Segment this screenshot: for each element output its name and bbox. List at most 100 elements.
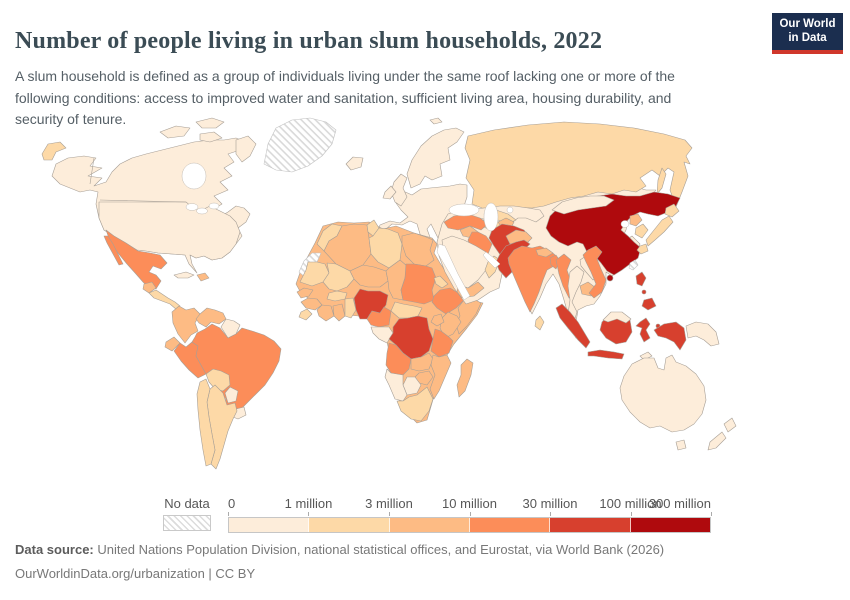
country-iceland[interactable] bbox=[345, 156, 364, 171]
country-indonesia-sumatra[interactable] bbox=[555, 303, 591, 349]
country-ivory-coast[interactable] bbox=[316, 304, 335, 322]
country-new-zealand-south[interactable] bbox=[707, 431, 727, 451]
country-uganda[interactable] bbox=[430, 313, 445, 327]
country-central-african-republic[interactable] bbox=[390, 301, 423, 319]
country-canada-island[interactable] bbox=[199, 131, 223, 143]
country-russia-sakhalin[interactable] bbox=[656, 167, 667, 195]
country-sudan[interactable] bbox=[400, 263, 437, 305]
country-mexico[interactable] bbox=[105, 229, 168, 290]
country-kenya[interactable] bbox=[439, 311, 462, 339]
country-indonesia-java[interactable] bbox=[587, 349, 625, 360]
owid-logo-line2: in Data bbox=[788, 32, 827, 45]
country-south-africa[interactable] bbox=[396, 386, 434, 422]
country-vietnam[interactable] bbox=[582, 245, 607, 299]
country-thailand[interactable] bbox=[567, 265, 585, 323]
country-hispaniola[interactable] bbox=[196, 272, 210, 282]
country-paraguay[interactable] bbox=[224, 386, 239, 404]
legend-tick-labels: 0 1 million 3 million 10 million 30 million 1… bbox=[228, 496, 712, 516]
country-sri-lanka[interactable] bbox=[534, 315, 545, 331]
legend-bin-swatch[interactable] bbox=[469, 518, 551, 532]
country-tanzania[interactable] bbox=[430, 328, 454, 358]
country-malaysia-borneo[interactable] bbox=[602, 311, 632, 324]
country-ireland[interactable] bbox=[382, 185, 397, 200]
country-north-korea[interactable] bbox=[629, 213, 643, 227]
country-south-korea[interactable] bbox=[634, 223, 649, 239]
country-ethiopia[interactable] bbox=[431, 287, 465, 315]
page-title: Number of people living in urban slum ho… bbox=[15, 28, 603, 55]
region-scandinavia[interactable] bbox=[406, 127, 465, 189]
legend-color-bar bbox=[228, 517, 711, 533]
country-taiwan[interactable] bbox=[628, 259, 639, 271]
legend-tick-label: 30 million bbox=[522, 496, 578, 511]
sea-caspian bbox=[483, 202, 499, 232]
country-japan-honshu[interactable] bbox=[645, 215, 674, 247]
chart-subtitle: A slum household is defined as a group o… bbox=[15, 68, 675, 128]
country-drc[interactable] bbox=[388, 315, 434, 360]
country-japan-hokkaido[interactable] bbox=[664, 203, 680, 218]
country-svalbard[interactable] bbox=[429, 117, 443, 125]
country-canada-island[interactable] bbox=[235, 135, 257, 163]
country-japan-kyushu[interactable] bbox=[636, 243, 649, 255]
legend-tick-mark bbox=[549, 512, 551, 516]
sea-bohai bbox=[620, 220, 630, 228]
country-tasmania[interactable] bbox=[675, 439, 687, 451]
country-mauritania[interactable] bbox=[299, 261, 330, 287]
country-burkina-faso[interactable] bbox=[326, 290, 348, 302]
legend-no-data-swatch[interactable] bbox=[163, 515, 211, 531]
country-cuba[interactable] bbox=[173, 271, 195, 279]
country-australia[interactable] bbox=[619, 354, 707, 433]
data-source-label: Data source: bbox=[15, 542, 94, 557]
sea-persian-gulf bbox=[482, 251, 501, 269]
country-mongolia[interactable] bbox=[551, 195, 615, 215]
country-venezuela[interactable] bbox=[195, 307, 227, 328]
country-brazil[interactable] bbox=[191, 323, 282, 418]
legend-bin-swatch[interactable] bbox=[229, 518, 310, 532]
country-canada-island[interactable] bbox=[159, 125, 191, 139]
sea-black bbox=[448, 203, 480, 217]
license-line[interactable]: OurWorldinData.org/urbanization | CC BY bbox=[15, 565, 256, 581]
country-canada-island[interactable] bbox=[195, 117, 225, 129]
country-bolivia[interactable] bbox=[205, 368, 231, 392]
country-egypt[interactable] bbox=[401, 232, 435, 267]
legend-tick-label: 0 bbox=[228, 496, 236, 511]
country-sierra-leone[interactable] bbox=[298, 308, 313, 321]
country-philippines-mindanao[interactable] bbox=[641, 297, 657, 311]
country-central-america[interactable] bbox=[148, 289, 181, 311]
owid-logo-line1: Our World bbox=[779, 18, 836, 30]
country-senegal[interactable] bbox=[296, 287, 314, 299]
legend-bin-swatch[interactable] bbox=[550, 518, 631, 532]
country-colombia[interactable] bbox=[171, 305, 201, 344]
country-guatemala[interactable] bbox=[142, 281, 157, 294]
country-papua-new-guinea[interactable] bbox=[685, 321, 720, 347]
country-china-hainan[interactable] bbox=[606, 274, 614, 282]
country-ecuador[interactable] bbox=[164, 336, 181, 352]
country-mexico-baja[interactable] bbox=[103, 235, 124, 266]
country-indonesia-papua[interactable] bbox=[653, 321, 687, 351]
country-angola[interactable] bbox=[385, 342, 412, 376]
legend-bin-swatch[interactable] bbox=[309, 518, 390, 532]
country-russia-chukotka[interactable] bbox=[41, 141, 67, 161]
country-eritrea[interactable] bbox=[433, 275, 449, 289]
legend-bin-swatch[interactable] bbox=[389, 518, 470, 532]
country-india[interactable] bbox=[507, 245, 561, 313]
country-greenland[interactable] bbox=[263, 117, 337, 173]
lake-aral bbox=[506, 206, 514, 214]
country-madagascar[interactable] bbox=[456, 358, 474, 398]
country-philippines-visayas[interactable] bbox=[641, 289, 647, 295]
border-alaska-canada bbox=[89, 157, 95, 185]
country-nepal[interactable] bbox=[535, 247, 554, 258]
country-chile[interactable] bbox=[196, 378, 216, 467]
legend-tick-mark bbox=[308, 512, 310, 516]
country-namibia[interactable] bbox=[384, 368, 408, 402]
country-indonesia-sulawesi[interactable] bbox=[635, 317, 651, 343]
owid-logo[interactable]: Our World in Data bbox=[772, 13, 843, 54]
legend-bin-swatch[interactable] bbox=[630, 518, 710, 532]
country-ghana[interactable] bbox=[332, 303, 346, 322]
country-philippines-luzon[interactable] bbox=[635, 271, 647, 287]
country-mozambique[interactable] bbox=[429, 354, 452, 400]
country-nigeria[interactable] bbox=[353, 288, 389, 320]
country-new-zealand-north[interactable] bbox=[723, 417, 737, 433]
country-togo-benin[interactable] bbox=[344, 297, 357, 319]
map-legend: No data 0 1 million 3 million 10 million 30 … bbox=[0, 496, 850, 536]
